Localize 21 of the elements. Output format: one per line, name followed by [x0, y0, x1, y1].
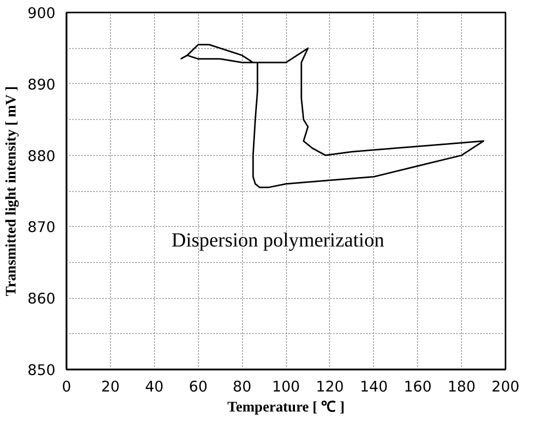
x-tick-label: 180	[448, 378, 476, 396]
line-series	[180, 44, 484, 188]
y-tick-label: 860	[28, 290, 56, 308]
x-tick-label: 60	[188, 378, 208, 396]
y-tick-label: 870	[28, 219, 56, 236]
annotation: Dispersion polymerization	[172, 230, 384, 252]
x-tick-label: 40	[144, 378, 164, 396]
x-tick-label: 20	[101, 378, 120, 396]
y-tick-label: 880	[28, 148, 56, 165]
y-tick-label: 890	[28, 76, 56, 94]
y-tick-label: 850	[28, 362, 56, 379]
y-tick-label: 900	[28, 5, 56, 22]
x-tick-label: 100	[272, 378, 300, 396]
x-tick-label: 200	[492, 378, 520, 396]
x-tick-label: 80	[232, 378, 252, 396]
x-tick-label: 140	[360, 378, 388, 396]
x-tick-label: 0	[62, 378, 72, 396]
x-tick-label: 160	[404, 378, 432, 396]
x-axis-title: Temperature [ ℃ ]	[227, 400, 345, 416]
y-axis-title: Transmitted light intensity [ mV ]	[4, 86, 20, 296]
x-tick-label: 120	[316, 378, 344, 396]
